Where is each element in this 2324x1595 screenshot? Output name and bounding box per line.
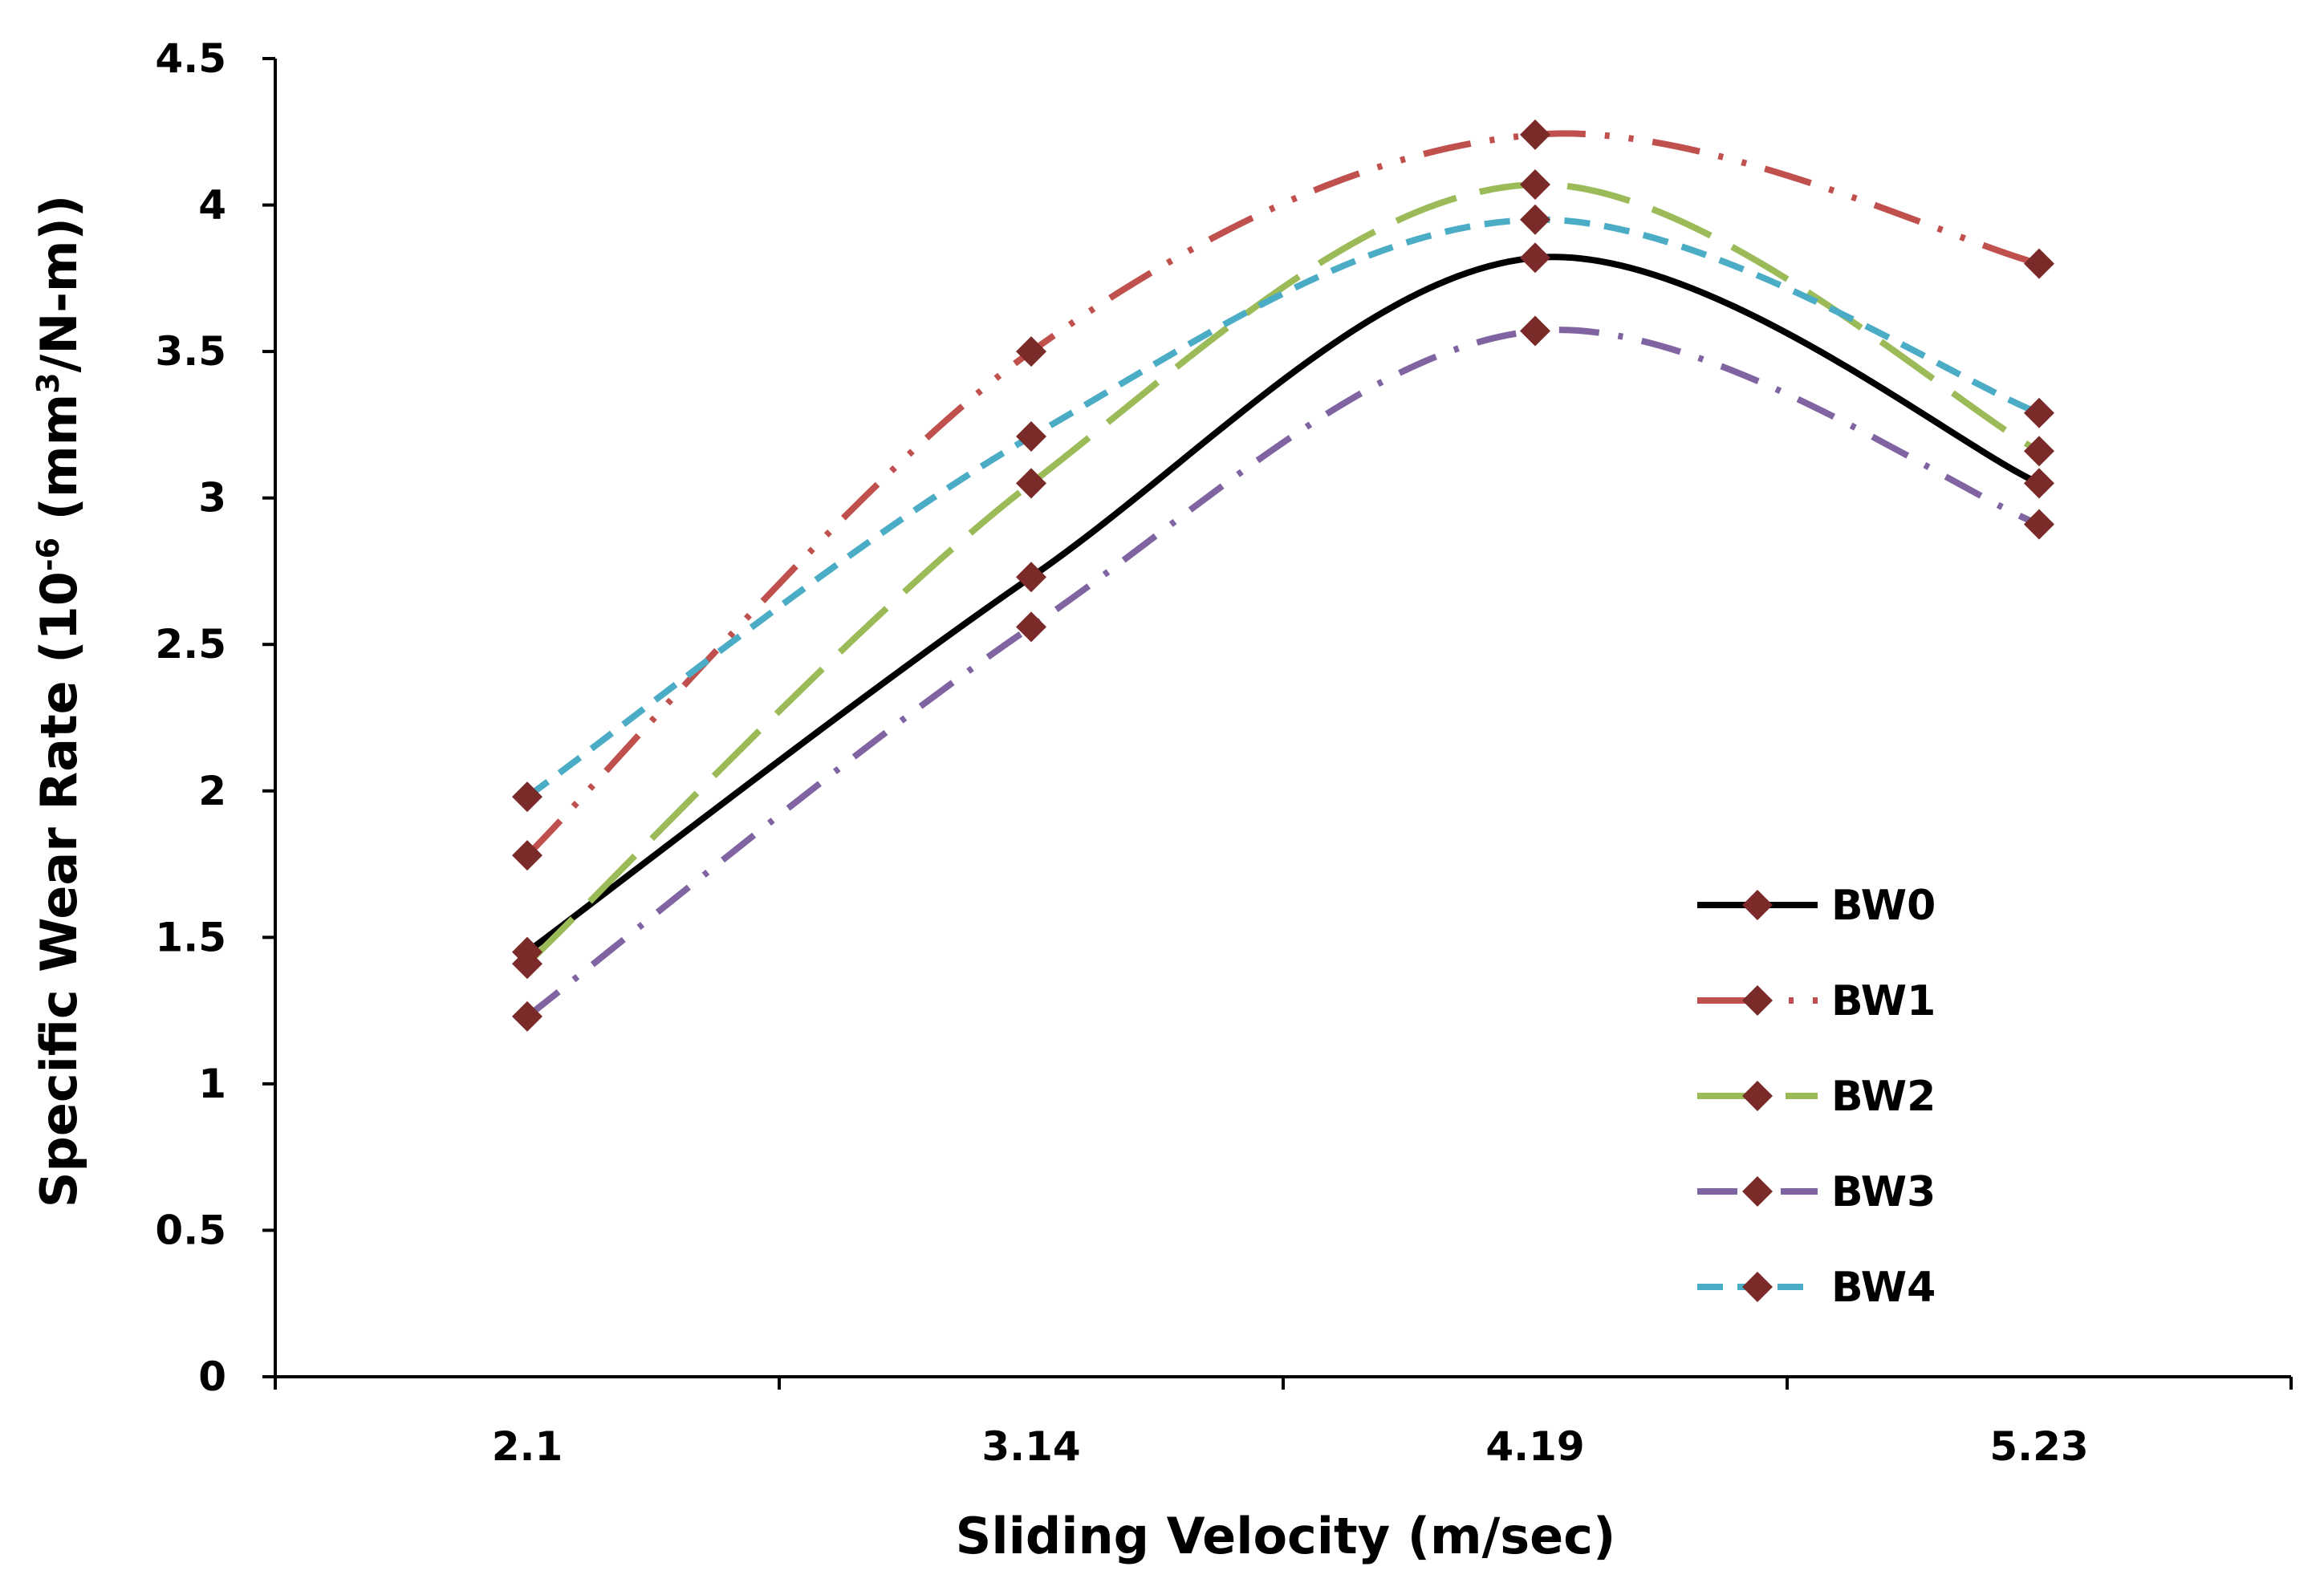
legend-marker-bw0: [1742, 890, 1773, 920]
data-point-bw1: [1016, 336, 1046, 367]
series-line-bw1: [525, 130, 2040, 858]
series-line-bw4: [525, 216, 2041, 800]
legend-marker-bw3: [1742, 1176, 1773, 1207]
y-axis-title: Specific Wear Rate (10-6 (mm3/N-m)): [30, 195, 88, 1207]
y-tick-label: 4: [198, 182, 226, 229]
data-point-bw2: [2024, 436, 2054, 467]
legend: BW0 BW1 BW2 BW3 BW4: [1697, 882, 1936, 1312]
x-axis-title: Sliding Velocity (m/sec): [956, 1507, 1616, 1565]
data-point-bw1: [1520, 119, 1550, 150]
data-point-bw4: [512, 781, 542, 813]
y-axis-title-prefix: Specific Wear Rate (10: [30, 571, 88, 1207]
x-tick-label: 3.14: [981, 1423, 1080, 1470]
legend-label-bw3: BW3: [1831, 1168, 1936, 1216]
y-tick-label: 3.5: [155, 328, 226, 375]
data-point-bw0: [2024, 468, 2054, 499]
x-tick-label: 5.23: [1989, 1423, 2088, 1470]
y-tick-label: 1: [198, 1061, 226, 1107]
series-line-bw3: [525, 327, 2041, 1020]
series-layer: [525, 130, 2041, 1020]
legend-marker-bw2: [1742, 1081, 1773, 1111]
x-tick-label: 4.19: [1485, 1423, 1584, 1470]
legend-marker-bw1: [1742, 985, 1773, 1016]
legend-marker-bw4: [1742, 1272, 1773, 1302]
legend-label-bw4: BW4: [1831, 1264, 1936, 1312]
data-point-bw2: [1016, 468, 1046, 499]
data-point-bw4: [1016, 420, 1046, 452]
axes: 0 0.5 1 1.5 2 2.5 3 3.5 4 4.5 2.1 3.14 4.19 5.23: [155, 35, 2293, 1470]
data-point-bw1: [512, 840, 542, 871]
data-point-bw4: [2024, 397, 2054, 428]
y-tick-label: 3: [198, 475, 226, 522]
y-axis-title-mid: (mm: [30, 394, 88, 538]
data-point-bw1: [2024, 248, 2054, 279]
data-point-bw3: [1520, 315, 1550, 347]
y-tick-label: 4.5: [155, 35, 226, 82]
legend-label-bw0: BW0: [1831, 882, 1936, 930]
y-tick-label: 1.5: [155, 914, 226, 960]
y-tick-label: 2.5: [155, 621, 226, 668]
y-tick-label: 2: [198, 768, 226, 814]
data-point-bw4: [1520, 204, 1550, 235]
data-point-bw0: [1520, 242, 1550, 274]
y-axis-title-suffix: /N-m)): [30, 195, 88, 373]
data-point-bw3: [1016, 611, 1046, 643]
y-tick-label: 0: [198, 1354, 226, 1400]
data-point-bw2: [1520, 168, 1550, 200]
y-axis-title-exp2: 3: [30, 372, 66, 393]
data-point-bw0: [1016, 562, 1046, 593]
data-point-bw2: [512, 948, 542, 980]
y-tick-label: 0.5: [155, 1207, 226, 1253]
data-point-bw3: [512, 1000, 542, 1032]
x-tick-label: 2.1: [492, 1423, 563, 1470]
series-line-bw0: [525, 254, 2041, 955]
y-axis-title-exp: -6: [30, 538, 66, 571]
data-point-bw3: [2024, 509, 2054, 540]
legend-label-bw2: BW2: [1831, 1073, 1936, 1121]
marker-layer: [512, 119, 2054, 1032]
legend-label-bw1: BW1: [1831, 977, 1936, 1025]
